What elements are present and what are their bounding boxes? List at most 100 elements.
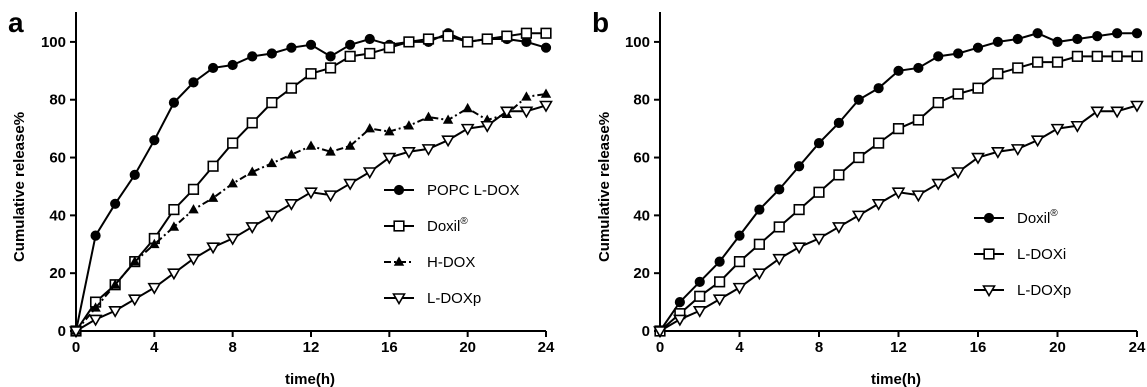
x-tick-label-a-3: 12 (303, 339, 320, 356)
data-point-l-doxp-a-7 (206, 242, 220, 255)
x-tick-label-b-6: 24 (1129, 339, 1146, 356)
y-tick-label-a-5: 100 (41, 34, 66, 51)
data-point-popc-l-dox-a-6 (188, 77, 199, 88)
data-point-h-dox-a-6 (188, 204, 199, 214)
y-axis-title-a: Cumulative release% (11, 112, 28, 262)
data-point-doxil-b-14 (933, 51, 944, 62)
data-point-doxil-b-10 (853, 94, 864, 105)
data-point-l-doxp-a-19 (441, 135, 455, 148)
data-point-l-doxp-a-3 (127, 294, 142, 307)
data-point-doxil-a-15 (364, 47, 376, 60)
data-point-l-doxp-b-20 (1050, 123, 1065, 136)
data-point-l-doxi-b-7 (793, 203, 805, 216)
legend-marker-l-doxi-b (983, 248, 995, 260)
legend-label-l-doxp-b: L-DOXp (1017, 282, 1071, 299)
data-point-l-doxp-b-12 (891, 187, 906, 200)
legend-marker-l-doxp-a (392, 293, 406, 306)
data-point-doxil-a-6 (187, 183, 200, 195)
data-point-l-doxp-a-16 (382, 152, 397, 165)
data-point-doxil-b-21 (1072, 33, 1083, 45)
data-point-h-dox-a-12 (305, 140, 317, 150)
data-point-doxil-b-19 (1032, 28, 1043, 39)
legend-b: Doxil® L-DOXi L-DOXp (974, 208, 1071, 299)
data-point-l-doxi-b-6 (773, 221, 785, 233)
data-point-doxil-b-20 (1052, 36, 1063, 48)
data-point-l-doxp-a-17 (402, 146, 416, 159)
data-point-popc-l-dox-a-10 (266, 48, 277, 59)
legend-marker-popc-l-dox-a (393, 184, 405, 196)
data-point-l-doxp-b-4 (732, 282, 747, 295)
data-point-l-doxp-b-15 (951, 167, 966, 180)
data-point-l-doxi-b-19 (1032, 56, 1044, 68)
data-point-popc-l-dox-a-5 (168, 97, 180, 108)
data-point-doxil-b-1 (674, 296, 685, 308)
data-point-h-dox-a-17 (403, 120, 415, 130)
legend-label-l-doxp-a: L-DOXp (427, 290, 481, 307)
panel-label-b: b (592, 7, 609, 38)
data-point-doxil-a-20 (462, 36, 474, 48)
data-point-l-doxp-a-15 (362, 167, 377, 180)
data-point-doxil-b-4 (734, 230, 745, 241)
y-tick-label-b-3: 60 (633, 150, 650, 167)
x-tick-label-b-5: 20 (1049, 339, 1066, 356)
data-point-doxil-b-2 (694, 276, 705, 287)
data-point-l-doxp-b-21 (1070, 120, 1085, 133)
data-point-doxil-b-23 (1112, 28, 1123, 39)
data-point-doxil-a-5 (168, 203, 180, 216)
data-point-popc-l-dox-a-9 (247, 51, 258, 62)
data-point-popc-l-dox-a-2 (110, 198, 121, 209)
data-point-h-dox-a-4 (149, 238, 160, 249)
data-point-l-doxp-b-1 (672, 314, 687, 327)
y-tick-label-b-1: 20 (633, 265, 650, 282)
data-point-l-doxi-b-10 (853, 151, 865, 164)
data-point-h-dox-a-16 (384, 126, 395, 136)
data-point-doxil-b-12 (893, 65, 904, 76)
data-point-doxil-b-7 (794, 161, 805, 172)
data-point-l-doxp-b-16 (971, 152, 985, 165)
data-point-l-doxp-a-9 (245, 222, 260, 235)
data-point-l-doxi-b-18 (1012, 62, 1024, 74)
data-point-popc-l-dox-a-13 (325, 51, 336, 62)
data-point-l-doxp-b-22 (1090, 106, 1105, 119)
data-point-doxil-b-24 (1131, 28, 1143, 39)
data-point-popc-l-dox-a-7 (207, 62, 219, 74)
data-point-l-doxp-b-17 (990, 146, 1005, 159)
data-point-doxil-a-10 (266, 97, 278, 109)
legend-label-popc-l-dox-a: POPC L-DOX (427, 182, 520, 199)
data-point-popc-l-dox-a-24 (540, 42, 552, 53)
data-point-h-dox-a-11 (286, 149, 297, 159)
data-point-l-doxi-b-15 (952, 88, 964, 100)
data-point-doxil-b-9 (833, 117, 844, 128)
data-point-doxil-b-11 (873, 83, 884, 94)
data-point-h-dox-a-10 (266, 157, 278, 168)
data-point-l-doxi-b-12 (892, 123, 905, 135)
data-point-l-doxp-a-18 (421, 144, 436, 156)
data-point-l-doxp-b-24 (1130, 100, 1144, 113)
data-point-doxil-a-21 (481, 33, 493, 45)
data-point-h-dox-a-19 (442, 114, 454, 124)
data-point-doxil-a-23 (520, 27, 533, 39)
data-point-popc-l-dox-a-4 (149, 135, 160, 146)
legend-marker-doxil-b (983, 212, 995, 224)
x-tick-label-b-1: 4 (735, 339, 744, 356)
data-point-h-dox-a-14 (344, 140, 356, 150)
data-point-doxil-a-14 (344, 50, 356, 62)
data-point-l-doxp-b-19 (1030, 135, 1045, 148)
data-point-doxil-a-17 (403, 36, 415, 48)
data-point-doxil-b-15 (953, 48, 964, 59)
y-tick-label-b-4: 80 (633, 92, 650, 109)
legend-label-h-dox-a: H-DOX (427, 254, 475, 271)
data-point-h-dox-a-2 (109, 279, 121, 289)
data-point-h-dox-a-9 (247, 166, 258, 176)
x-axis-title-b: time(h) (871, 371, 921, 387)
data-point-l-doxi-b-20 (1051, 56, 1064, 68)
series-b (653, 28, 1144, 339)
data-point-l-doxi-b-11 (873, 137, 885, 149)
data-point-h-dox-a-5 (168, 221, 180, 231)
data-point-l-doxp-a-8 (225, 233, 240, 246)
data-point-doxil-b-5 (754, 204, 765, 215)
data-point-doxil-a-16 (383, 42, 395, 54)
data-point-l-doxp-a-5 (167, 268, 181, 281)
x-tick-label-a-5: 20 (459, 339, 476, 356)
